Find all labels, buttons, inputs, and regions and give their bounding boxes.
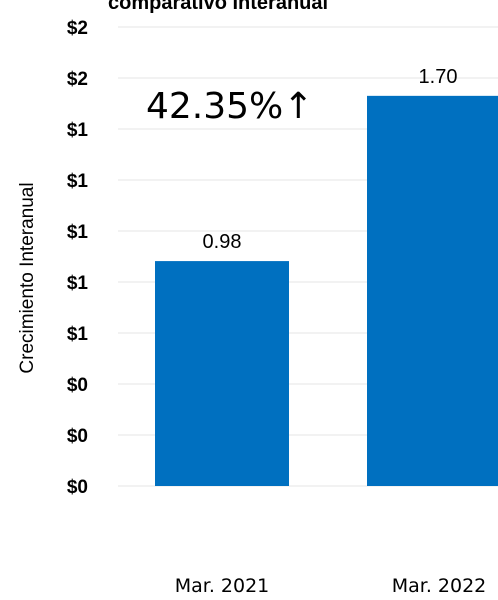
bar bbox=[155, 261, 289, 486]
y-tick-label: $2 bbox=[67, 18, 88, 39]
x-tick-label: Mar. 2021 bbox=[175, 575, 270, 597]
y-tick-label: $1 bbox=[67, 324, 89, 345]
data-label: 0.98 bbox=[203, 231, 242, 253]
y-axis-label: Crecimiento Interanual bbox=[17, 182, 38, 374]
data-label: 1.70 bbox=[419, 66, 458, 88]
y-tick-label: $1 bbox=[67, 171, 89, 192]
bar bbox=[367, 95, 498, 486]
y-tick-label: $0 bbox=[67, 477, 88, 498]
y-tick-label: $0 bbox=[67, 375, 88, 396]
y-tick-label: $1 bbox=[67, 273, 89, 294]
y-tick-label: $2 bbox=[67, 69, 88, 90]
y-tick-label: $1 bbox=[67, 120, 89, 141]
y-tick-label: $1 bbox=[67, 222, 89, 243]
x-tick-label: Mar. 2022 bbox=[392, 575, 487, 597]
chart-title: comparativo Interanual bbox=[108, 0, 329, 14]
growth-annotation: 42.35%↑ bbox=[146, 86, 314, 127]
y-tick-label: $0 bbox=[67, 426, 88, 447]
